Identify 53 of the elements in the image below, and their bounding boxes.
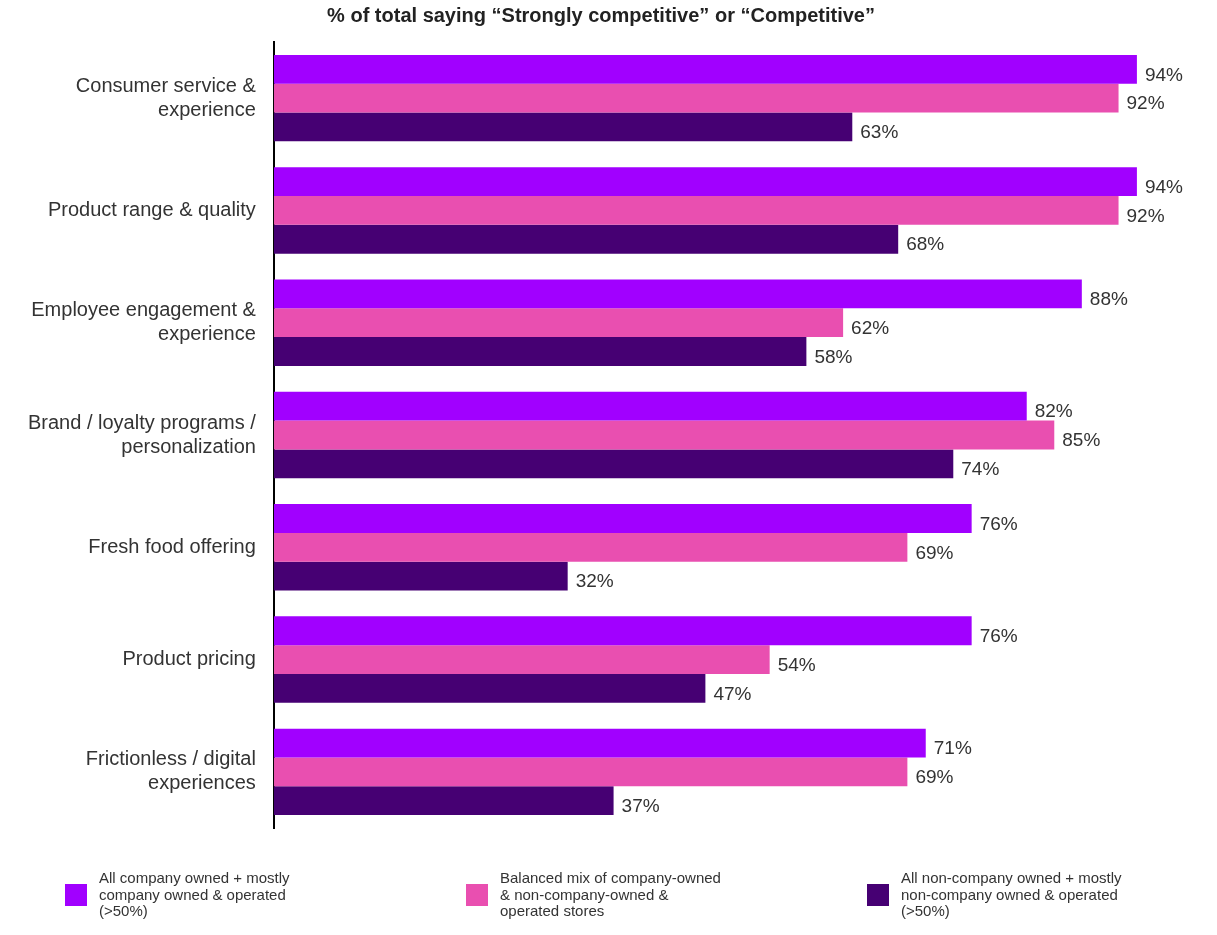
data-label: 69% — [915, 541, 954, 563]
bar — [273, 391, 1027, 421]
bar — [273, 279, 1082, 309]
bar — [273, 196, 1119, 225]
y-tick-label: Product pricing — [122, 647, 256, 670]
data-label: 63% — [860, 121, 899, 143]
y-tick-label: Brand / loyalty programs / personalization — [28, 410, 257, 457]
legend-label: All non-company owned + mostly non-company owned & operated (>50%) — [901, 869, 1123, 920]
bar — [273, 420, 1055, 450]
data-label: 94% — [1144, 175, 1184, 197]
y-tick-label: Employee engagement & experience — [31, 298, 257, 345]
y-tick-label: Frictionless / digital experiences — [85, 747, 256, 794]
bar — [273, 54, 1137, 84]
data-label: 62% — [851, 316, 890, 338]
data-label: 32% — [575, 570, 614, 592]
chart-title: % of total saying “Strongly competitive” or “Competitive” — [327, 3, 875, 26]
bar — [273, 112, 853, 142]
bar — [273, 757, 908, 787]
legend-label: All company owned + mostly company owned & operated (>50%) — [99, 869, 291, 920]
data-label: 68% — [906, 233, 945, 255]
data-label: 71% — [933, 737, 972, 759]
bar — [273, 561, 568, 591]
bar — [273, 449, 954, 479]
data-label: 92% — [1126, 92, 1165, 114]
y-tick-label: Fresh food offering — [88, 534, 256, 557]
data-label: 58% — [814, 345, 853, 367]
bar — [273, 645, 770, 674]
y-tick-label: Consumer service & experience — [75, 73, 257, 120]
data-label: 37% — [621, 794, 660, 816]
data-label: 94% — [1144, 63, 1184, 85]
data-label: 74% — [961, 458, 1000, 480]
bar — [273, 616, 972, 646]
bar — [273, 786, 614, 816]
bar — [273, 224, 899, 254]
data-label: 82% — [1034, 400, 1073, 422]
bar — [273, 673, 706, 703]
bar — [273, 308, 844, 338]
bar — [273, 728, 926, 758]
bar — [273, 532, 908, 562]
data-label: 47% — [713, 682, 752, 704]
data-label: 85% — [1062, 429, 1101, 451]
bar — [273, 337, 807, 366]
data-label: 92% — [1126, 204, 1165, 226]
y-tick-label: Product range & quality — [47, 197, 256, 220]
bar — [273, 167, 1137, 197]
data-label: 76% — [979, 512, 1018, 534]
legend-label: Balanced mix of company-owned & non-company-owned & operated stores — [500, 869, 722, 920]
data-label: 54% — [777, 653, 816, 675]
bar — [273, 83, 1119, 113]
bar — [273, 504, 972, 533]
data-label: 76% — [979, 624, 1018, 646]
data-label: 69% — [915, 766, 954, 788]
data-label: 88% — [1089, 288, 1128, 310]
